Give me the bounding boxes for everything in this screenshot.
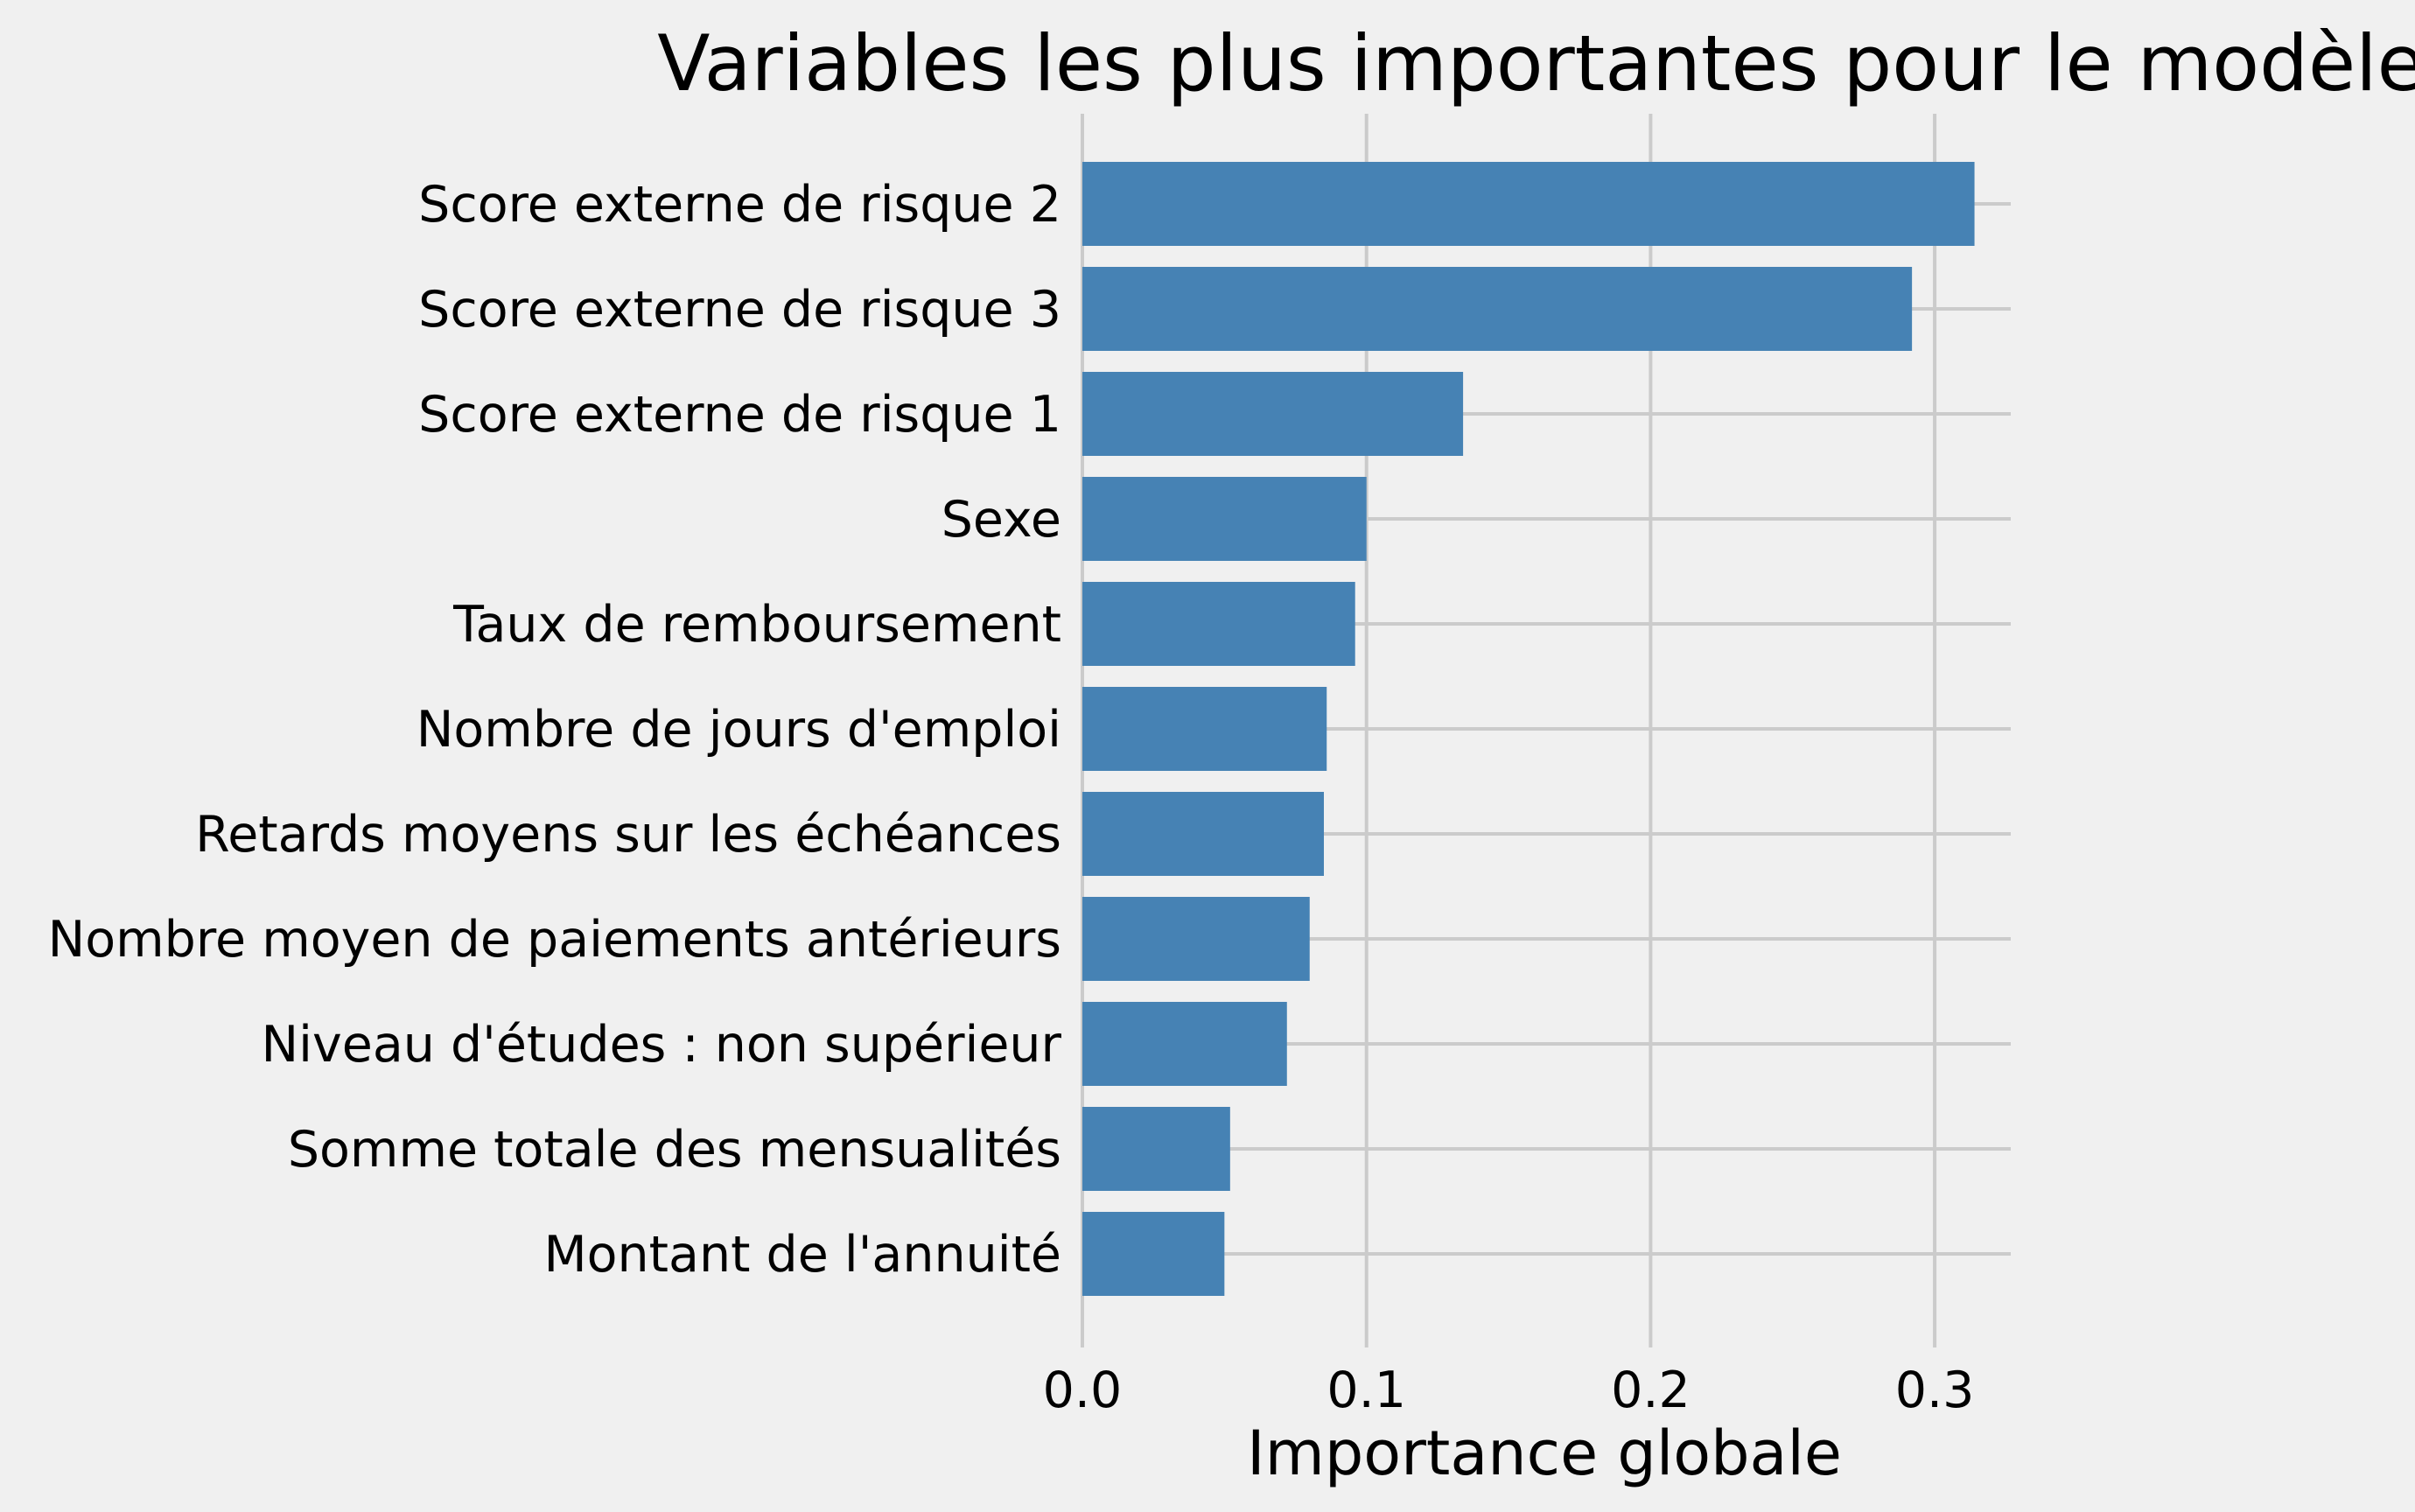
- bar: [1082, 372, 1464, 456]
- bar: [1082, 792, 1324, 876]
- x-tick-label: 0.1: [1326, 1362, 1406, 1419]
- y-tick-label: Sexe: [942, 491, 1061, 549]
- y-tick-label: Retards moyens sur les échéances: [195, 806, 1061, 864]
- y-tick-label: Score externe de risque 3: [418, 281, 1061, 339]
- bar: [1082, 477, 1367, 561]
- x-tick-label: 0.3: [1895, 1362, 1975, 1419]
- y-tick-label: Taux de remboursement: [452, 596, 1061, 654]
- bars: [1082, 162, 1975, 1296]
- chart-title: Variables les plus importantes pour le m…: [657, 18, 2415, 108]
- y-tick-label: Montant de l'annuité: [544, 1226, 1062, 1284]
- bar: [1082, 687, 1327, 771]
- y-tick-label: Nombre moyen de paiements antérieurs: [48, 911, 1061, 969]
- y-tick-label: Score externe de risque 1: [418, 386, 1061, 444]
- y-tick-label: Score externe de risque 2: [418, 176, 1061, 234]
- bar: [1082, 1002, 1287, 1086]
- bar: [1082, 162, 1975, 246]
- x-axis-label: Importance globale: [1247, 1418, 1842, 1489]
- y-tick-label: Nombre de jours d'emploi: [416, 701, 1061, 759]
- x-tick-label: 0.2: [1611, 1362, 1690, 1419]
- bar: [1082, 1107, 1230, 1191]
- bar: [1082, 897, 1310, 981]
- bar: [1082, 582, 1355, 666]
- x-tick-label: 0.0: [1043, 1362, 1123, 1419]
- y-tick-labels: Score externe de risque 2 Score externe d…: [48, 176, 1062, 1284]
- y-tick-label: Niveau d'études : non supérieur: [262, 1016, 1062, 1074]
- y-tick-label: Somme totale des mensualités: [288, 1121, 1061, 1179]
- bar: [1082, 1212, 1225, 1296]
- x-tick-labels: 0.0 0.1 0.2 0.3: [1043, 1362, 1975, 1419]
- bar: [1082, 267, 1913, 351]
